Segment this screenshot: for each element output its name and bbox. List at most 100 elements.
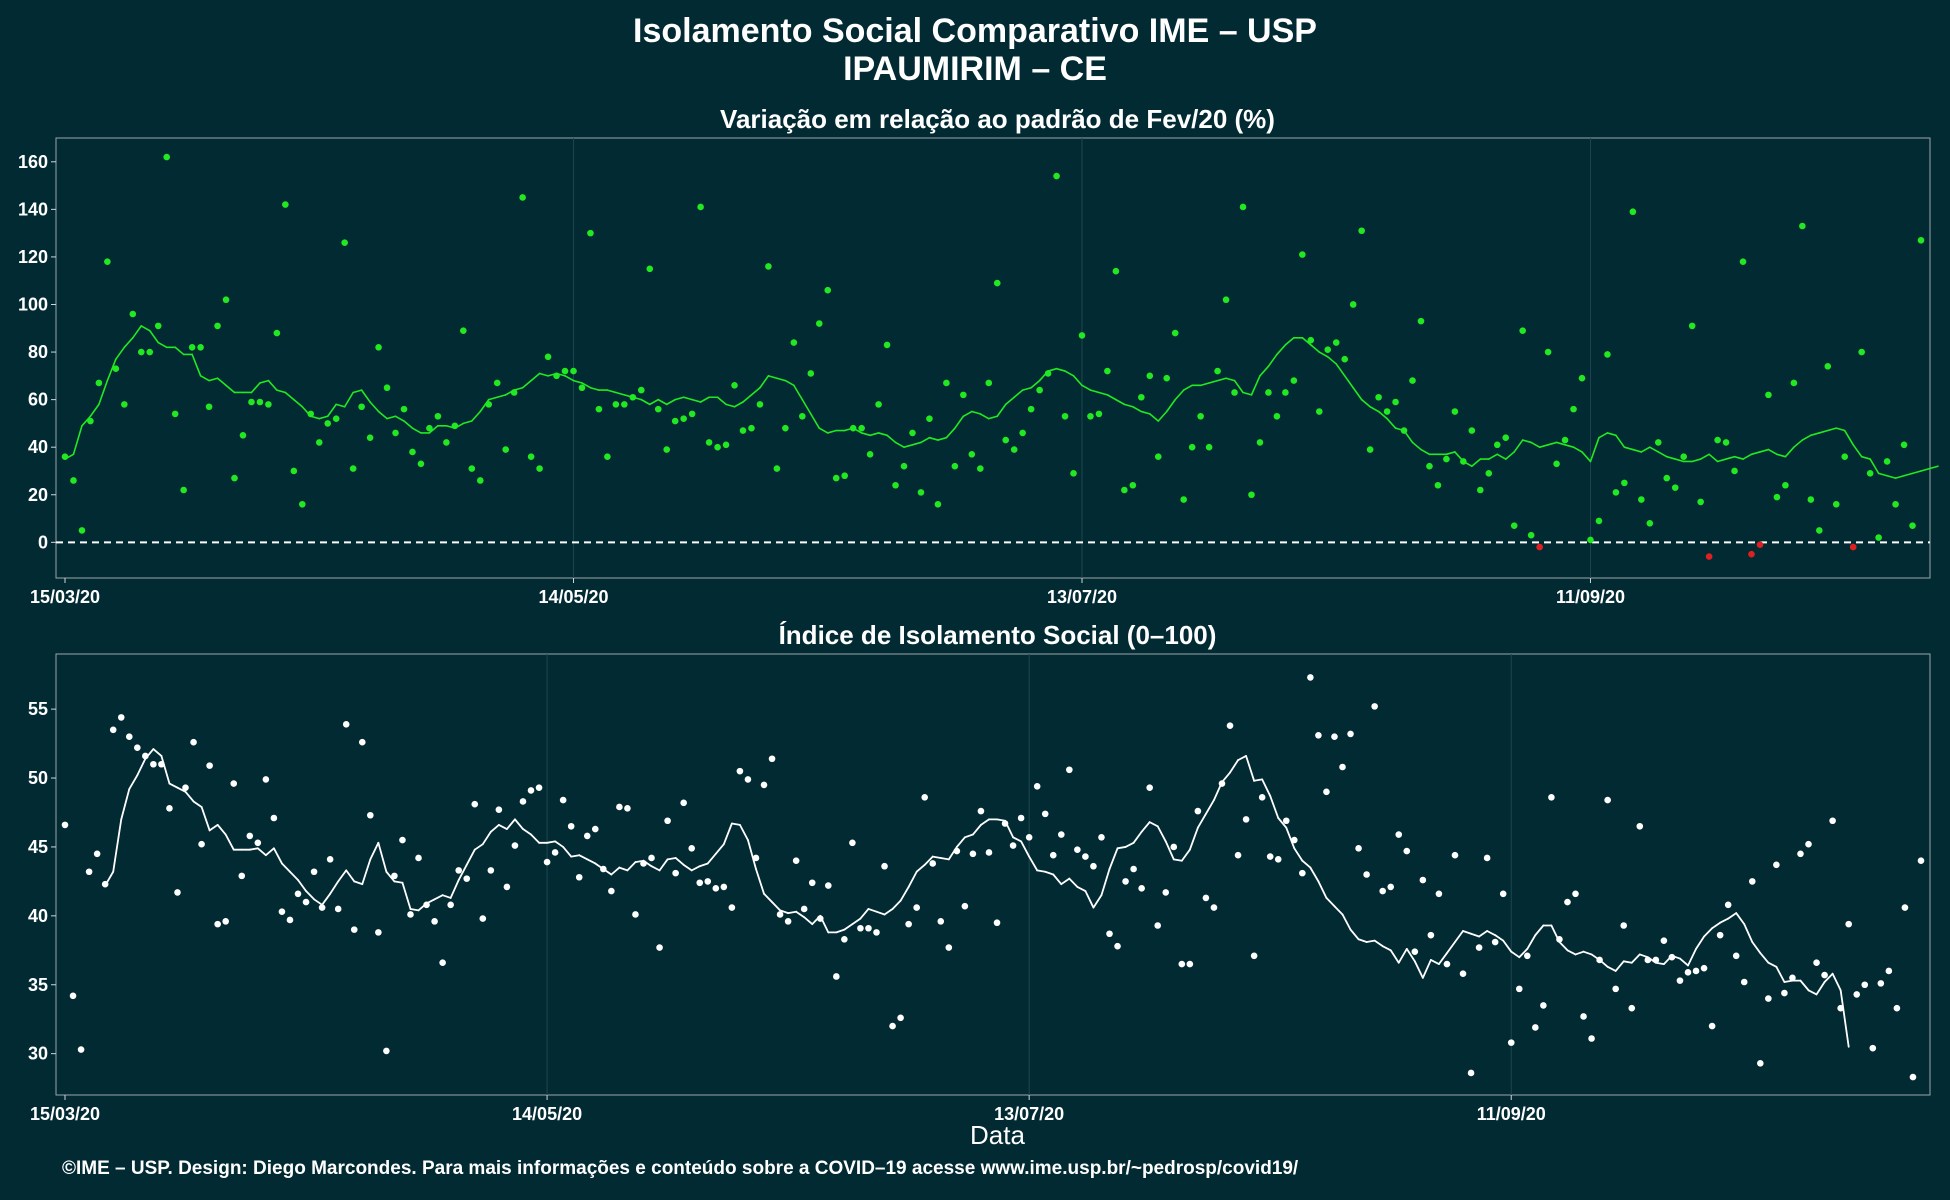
- data-point: [934, 500, 942, 508]
- smoothed-line-segment: [1225, 377, 1236, 382]
- data-point: [535, 784, 543, 791]
- data-point: [460, 327, 467, 334]
- data-point: [511, 842, 519, 849]
- data-point: [536, 465, 543, 472]
- smoothed-line-segment: [877, 432, 888, 437]
- smoothed-line-segment: [1100, 868, 1111, 897]
- data-point: [953, 847, 961, 855]
- data-point: [808, 879, 816, 887]
- data-point: [190, 738, 197, 746]
- smoothed-line-segment: [674, 396, 685, 401]
- data-point: [1066, 766, 1073, 774]
- smoothed-line-segment: [326, 403, 337, 418]
- data-point: [1041, 810, 1049, 818]
- y-tick-label: 120: [18, 247, 48, 267]
- smoothed-line-segment: [216, 823, 227, 836]
- data-point: [1443, 960, 1451, 968]
- smoothed-line-segment: [1089, 389, 1100, 394]
- data-point: [455, 867, 462, 874]
- smoothed-line-segment: [337, 869, 348, 883]
- smoothed-line-segment: [767, 375, 778, 380]
- data-point: [205, 403, 213, 411]
- data-point: [1773, 861, 1780, 869]
- smoothed-line-segment: [843, 923, 854, 931]
- data-point: [744, 776, 752, 783]
- smoothed-line-segment: [640, 398, 651, 406]
- smoothed-line-segment: [1386, 417, 1397, 429]
- smoothed-line-segment: [1502, 939, 1513, 953]
- data-point: [1845, 920, 1852, 928]
- data-point: [1323, 788, 1330, 796]
- smoothed-line-segment: [123, 336, 134, 349]
- smoothed-line-segment: [793, 384, 804, 401]
- data-point: [471, 800, 479, 808]
- smoothed-line-segment: [1052, 873, 1063, 886]
- smoothed-line-segment: [928, 436, 939, 441]
- data-point: [858, 424, 865, 432]
- smoothed-line-segment: [1526, 934, 1537, 950]
- y-tick-label: 80: [28, 342, 48, 362]
- smoothed-line-segment: [1454, 930, 1464, 943]
- data-point: [392, 429, 399, 437]
- smoothed-line-segment: [784, 379, 795, 387]
- data-point: [1502, 434, 1510, 441]
- smoothed-line-segment: [1325, 897, 1336, 908]
- data-point: [1570, 405, 1577, 413]
- smoothed-line-segment: [1695, 935, 1705, 950]
- data-point: [1821, 971, 1828, 979]
- smoothed-line-segment: [1630, 953, 1641, 964]
- smoothed-line-segment: [1318, 351, 1329, 358]
- data-point: [383, 384, 391, 392]
- y-tick-label: 45: [28, 837, 48, 857]
- smoothed-line-segment: [514, 818, 524, 830]
- data-point: [608, 887, 615, 895]
- data-point: [1061, 412, 1069, 420]
- data-point: [1901, 904, 1909, 911]
- smoothed-line-segment: [1276, 344, 1287, 356]
- data-point: [1379, 887, 1386, 895]
- smoothed-line-segment: [1333, 905, 1344, 916]
- smoothed-line-segment: [809, 413, 821, 429]
- smoothed-line-segment: [615, 391, 626, 396]
- smoothed-line-segment: [1815, 981, 1826, 996]
- data-point: [688, 410, 696, 418]
- data-point: [1561, 436, 1569, 444]
- smoothed-line-segment: [1030, 379, 1041, 389]
- data-point: [1239, 203, 1247, 211]
- data-point: [570, 367, 577, 375]
- data-point: [434, 412, 442, 420]
- smoothed-line-segment: [343, 391, 354, 408]
- data-point: [1307, 674, 1314, 681]
- data-point: [231, 474, 238, 482]
- data-point: [1527, 531, 1535, 539]
- smoothed-line-segment: [763, 892, 773, 903]
- data-point: [1411, 948, 1419, 955]
- data-point: [246, 832, 254, 840]
- data-point: [1697, 498, 1704, 506]
- data-point: [214, 920, 221, 928]
- smoothed-line-segment: [1572, 446, 1583, 453]
- smoothed-line-segment: [1581, 451, 1592, 463]
- x-tick-label: 15/03/20: [30, 1104, 100, 1124]
- smoothed-line-segment: [473, 843, 484, 851]
- smoothed-line-segment: [248, 847, 259, 851]
- smoothed-line-segment: [755, 868, 765, 895]
- data-point: [1426, 462, 1433, 470]
- smoothed-line-segment: [1606, 965, 1617, 972]
- data-point: [1866, 470, 1874, 477]
- data-point: [1832, 500, 1840, 508]
- data-point: [366, 434, 374, 441]
- smoothed-line-segment: [264, 847, 275, 857]
- data-point: [375, 929, 382, 936]
- data-point: [739, 427, 747, 434]
- data-point: [866, 451, 874, 458]
- data-point: [559, 796, 567, 804]
- smoothed-line-segment: [1020, 840, 1031, 858]
- smoothed-line-segment: [1445, 451, 1456, 456]
- data-point: [290, 467, 298, 475]
- data-point: [1341, 355, 1349, 363]
- smoothed-line-segment: [1438, 952, 1448, 965]
- smoothed-line-segment: [345, 869, 356, 883]
- smoothed-line-segment: [1735, 912, 1746, 926]
- smoothed-line-segment: [1504, 451, 1516, 460]
